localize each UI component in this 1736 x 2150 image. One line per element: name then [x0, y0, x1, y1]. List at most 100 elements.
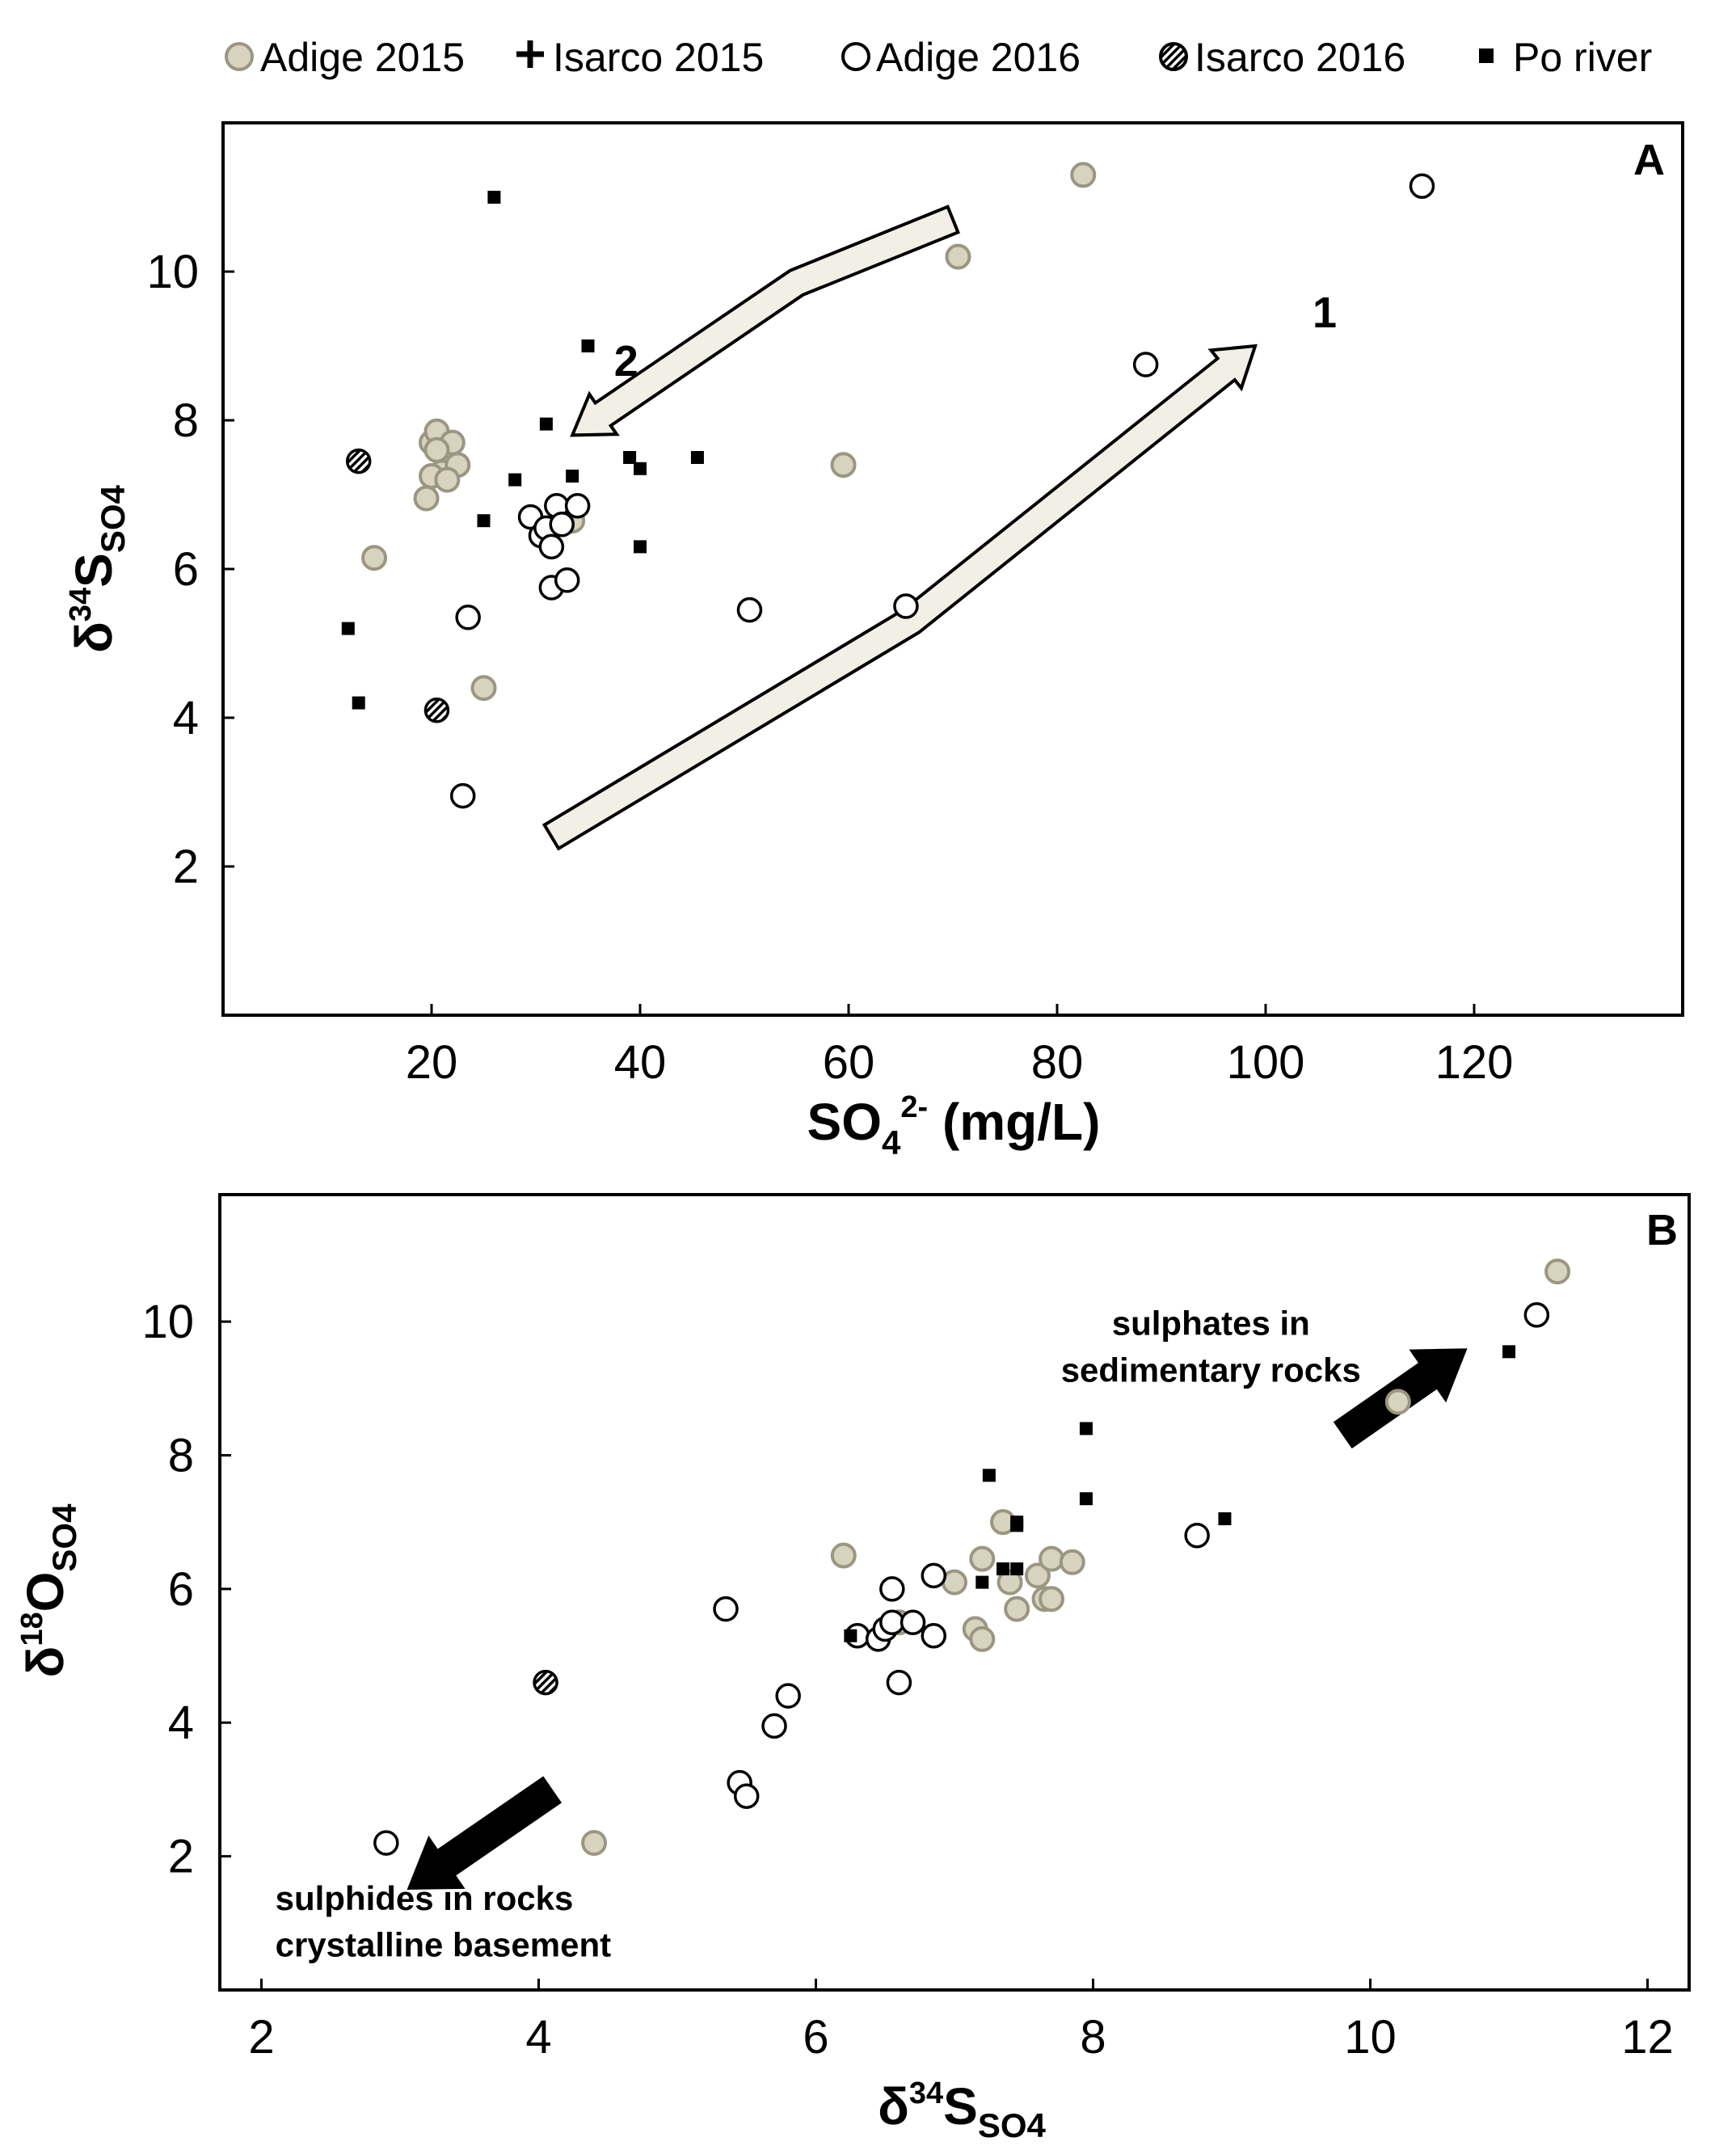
legend: Adige 2015 Isarco 2015 Adige 2016 Isarco… — [225, 35, 1652, 80]
adige-2015-point — [942, 1569, 967, 1596]
legend-marker-isarco-2016 — [1159, 42, 1188, 71]
x-axis-label-a: SO42- (mg/L) — [807, 1090, 1101, 1161]
y-tick-label: 2 — [168, 1831, 194, 1883]
adige-2016-point — [733, 1783, 760, 1809]
adige-2015-point — [969, 1625, 996, 1652]
trend-arrow-1 — [541, 344, 1258, 851]
legend-item-isarco-2016: Isarco 2016 — [1159, 35, 1405, 80]
adige-2016-point — [775, 1683, 801, 1709]
legend-marker-adige-2016 — [841, 42, 870, 71]
adige-2016-point — [900, 1609, 926, 1635]
adige-2016-point — [1523, 1302, 1550, 1328]
legend-item-adige-2015: Adige 2015 — [225, 35, 465, 80]
adige-2016-point — [921, 1562, 947, 1589]
adige-2015-point — [969, 1545, 996, 1572]
xlabel-sup: 34 — [909, 2076, 943, 2110]
adige-2015-point — [1070, 162, 1097, 188]
x-tick-label: 2 — [248, 2011, 274, 2064]
po-river-point — [1502, 1345, 1516, 1359]
legend-marker-adige-2015 — [225, 42, 254, 71]
adige-2016-point — [879, 1576, 905, 1602]
arrow-crystalline-sulphides — [407, 1776, 562, 1890]
isarco-2016-point — [533, 1669, 558, 1696]
po-river-point — [566, 470, 579, 483]
annotation-2: 2 — [614, 337, 638, 386]
panel-label-b: B — [1646, 1206, 1678, 1254]
po-river-point — [1010, 1562, 1024, 1576]
y-tick-label: 8 — [173, 394, 199, 447]
xlabel-rest: (mg/L) — [928, 1093, 1100, 1151]
x-tick-label: 6 — [803, 2011, 828, 2064]
y-axis-label-b: δ18OSO4 — [15, 1503, 83, 1678]
y-axis-label-a: δ34SSO4 — [64, 484, 132, 652]
x-tick-label: 20 — [406, 1036, 458, 1089]
adige-2016-point — [373, 1830, 399, 1856]
adige-2016-point — [713, 1596, 739, 1622]
adige-2016-point — [455, 605, 481, 630]
x-axis-label-b: δ34SSO4 — [878, 2076, 1046, 2144]
x-tick-label: 12 — [1621, 2011, 1674, 2064]
ylabel-sup: 18 — [15, 1612, 49, 1646]
panel-label-a: A — [1633, 136, 1665, 184]
legend-marker-isarco-2015 — [516, 40, 544, 68]
legend-label: Isarco 2015 — [553, 35, 764, 80]
xlabel-sup: 2- — [900, 1090, 928, 1124]
y-tick-label: 4 — [168, 1697, 194, 1749]
po-river-point — [982, 1469, 996, 1482]
adige-2016-point — [554, 567, 580, 593]
ylabel-sub: SO4 — [94, 484, 132, 553]
adige-2015-point — [434, 466, 461, 493]
adige-2016-point — [564, 493, 591, 519]
adige-2016-point — [538, 533, 565, 560]
y-tick-label: 6 — [173, 543, 199, 596]
y-tick-label: 4 — [173, 692, 199, 744]
adige-2016-point — [886, 1669, 912, 1696]
adige-2016-point — [893, 593, 919, 619]
adige-2015-point — [1544, 1258, 1571, 1285]
xlabel-sub: 4 — [882, 1123, 901, 1161]
adige-2015-point — [581, 1830, 608, 1857]
trend-arrow-2 — [570, 204, 961, 437]
adige-2016-point — [449, 782, 476, 809]
po-river-point — [1218, 1512, 1232, 1526]
ylabel-main: δ — [16, 1646, 74, 1678]
adige-2015-point — [470, 675, 497, 702]
y-tick-label: 8 — [168, 1429, 194, 1482]
xlabel-main: δ — [878, 2077, 909, 2135]
legend-label: Adige 2016 — [876, 35, 1081, 80]
isarco-2016-point — [345, 448, 372, 474]
x-tick-label: 10 — [1344, 2011, 1397, 2064]
po-river-point — [341, 622, 355, 635]
adige-2016-point — [921, 1622, 947, 1649]
legend-item-po-river: Po river — [1479, 35, 1652, 80]
annotation-sulphates-line2: sedimentary rocks — [1061, 1351, 1361, 1389]
po-river-point — [844, 1629, 857, 1642]
po-river-point — [634, 462, 647, 475]
adige-2016-point — [879, 1609, 905, 1635]
x-tick-label: 100 — [1227, 1036, 1305, 1089]
adige-2016-point — [1184, 1522, 1210, 1549]
adige-2015-point — [1384, 1389, 1411, 1415]
po-river-point — [508, 473, 522, 487]
y-tick-label: 10 — [141, 1296, 194, 1348]
ylabel-sup: 34 — [64, 588, 98, 622]
x-tick-label: 8 — [1080, 2011, 1106, 2064]
legend-label: Isarco 2016 — [1195, 35, 1405, 80]
adige-2016-point — [1409, 173, 1435, 199]
po-river-point — [352, 696, 365, 710]
po-river-point — [477, 514, 491, 528]
po-river-point — [997, 1562, 1010, 1576]
legend-label: Adige 2015 — [260, 35, 465, 80]
x-tick-label: 80 — [1031, 1036, 1084, 1089]
annotation-sulphides-line2: crystalline basement — [276, 1926, 612, 1964]
ylabel-sub: SO4 — [45, 1503, 83, 1572]
x-tick-label: 40 — [614, 1036, 667, 1089]
adige-2015-point — [830, 452, 857, 478]
y-tick-label: 2 — [173, 841, 199, 893]
adige-2015-point — [361, 545, 388, 571]
ylabel-mid: O — [16, 1572, 74, 1612]
legend-item-isarco-2015: Isarco 2015 — [516, 35, 764, 80]
legend-item-adige-2016: Adige 2016 — [841, 35, 1081, 80]
adige-2015-point — [1039, 1545, 1065, 1572]
x-tick-label: 4 — [525, 2011, 551, 2064]
